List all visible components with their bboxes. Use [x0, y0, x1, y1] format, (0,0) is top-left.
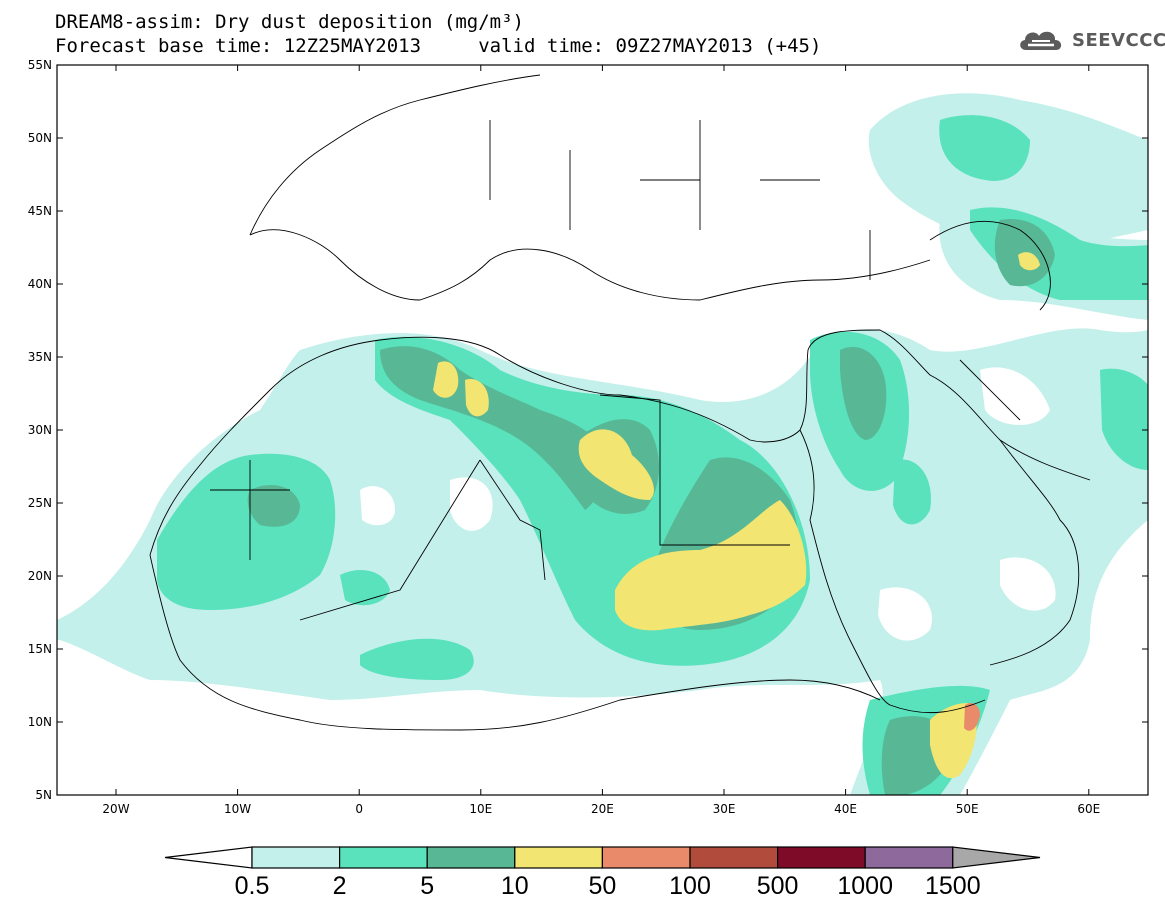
legend-labels: 0.5 2 5 10 50 100 500 1000 1500 [235, 872, 981, 900]
legend-swatch [776, 846, 866, 869]
dust-level-50 [964, 703, 980, 731]
legend-label: 2 [333, 872, 347, 900]
lon-label: 30E [713, 802, 736, 816]
legend-bar [164, 846, 1041, 869]
coastlines-and-borders [149, 74, 1091, 731]
lat-label: 50N [28, 131, 52, 145]
legend-swatch [251, 846, 341, 869]
latitude-axis: 55N 50N 45N 40N 35N 30N 25N 20N 15N 10N 5N [28, 58, 1148, 802]
forecast-time-subtitle: Forecast base time: 12Z25MAY2013 valid t… [55, 35, 822, 57]
lon-label: 10W [224, 802, 251, 816]
lat-label: 45N [28, 204, 52, 218]
legend-label: 10 [501, 872, 529, 900]
lat-label: 5N [35, 788, 52, 802]
dust-fields [57, 93, 1148, 795]
legend-swatch [514, 846, 603, 869]
legend-swatch [601, 846, 691, 869]
legend-swatch [426, 846, 516, 869]
legend-swatch [689, 846, 779, 869]
legend-left-arrow [164, 846, 253, 869]
legend-label: 5 [420, 872, 434, 900]
legend-label: 1000 [837, 872, 893, 900]
lon-label: 20E [591, 802, 614, 816]
lat-label: 40N [28, 277, 52, 291]
lat-label: 30N [28, 423, 52, 437]
lon-label: 20W [102, 802, 129, 816]
map-title: DREAM8-assim: Dry dust deposition (mg/m³… [55, 11, 524, 33]
lon-label: 10E [469, 802, 492, 816]
legend-right-arrow [952, 846, 1041, 869]
legend-label: 100 [669, 872, 711, 900]
dust-free-areas [360, 367, 1056, 641]
legend-label: 500 [757, 872, 799, 900]
lat-label: 25N [28, 496, 52, 510]
lon-label: 60E [1077, 802, 1100, 816]
legend-swatch [864, 846, 954, 869]
legend-label: 1500 [925, 872, 981, 900]
lon-label: 0 [355, 802, 363, 816]
lon-label: 40E [834, 802, 857, 816]
lat-label: 55N [28, 58, 52, 72]
legend-swatch [339, 846, 428, 869]
longitude-axis: 20W 10W 0 10E 20E 30E 40E 50E 60E [102, 65, 1100, 816]
legend-label: 0.5 [235, 872, 270, 900]
lat-label: 10N [28, 715, 52, 729]
lat-label: 15N [28, 642, 52, 656]
legend-label: 50 [588, 872, 616, 900]
lon-label: 50E [956, 802, 979, 816]
lat-label: 20N [28, 569, 52, 583]
cloud-icon [1020, 31, 1062, 50]
lat-label: 35N [28, 350, 52, 364]
logo-text: SEEVCCC [1072, 29, 1165, 51]
seevccc-logo: SEEVCCC [1016, 26, 1165, 54]
